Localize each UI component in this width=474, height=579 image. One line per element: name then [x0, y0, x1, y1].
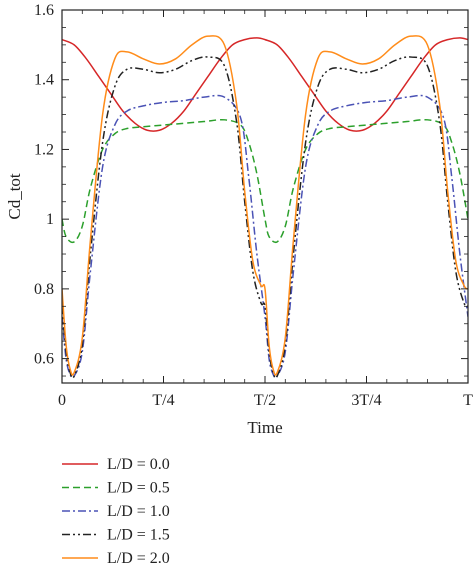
- x-tick-label: 0: [58, 392, 66, 409]
- x-tick-label: T: [463, 392, 473, 409]
- plot-frame: [61, 9, 469, 384]
- x-axis-title: Time: [247, 418, 282, 437]
- y-tick-label: 1.2: [34, 141, 54, 158]
- y-tick-label: 1: [46, 211, 54, 228]
- x-axis: 0 T/4 T/2 3T/4 T: [58, 10, 473, 409]
- x-tick-label: T/2: [254, 392, 276, 409]
- series-line-1: [62, 118, 468, 244]
- legend-label: L/D = 1.0: [107, 503, 170, 520]
- y-tick-label: 1.4: [34, 72, 54, 89]
- legend-label: L/D = 2.0: [107, 550, 170, 567]
- series-line-4: [62, 35, 468, 376]
- legend-label: L/D = 0.0: [107, 456, 170, 473]
- series-line-0: [62, 37, 468, 132]
- x-tick-label: 3T/4: [351, 392, 381, 409]
- legend: L/D = 0.0 L/D = 0.5 L/D = 1.0 L/D = 1.5 L/D …: [62, 456, 170, 567]
- series-line-3: [62, 56, 468, 379]
- y-axis: 0.6 0.8 1 1.2 1.4 1.6: [34, 2, 468, 377]
- y-axis-title: Cd_tot: [5, 173, 24, 220]
- y-tick-label: 0.6: [34, 351, 54, 368]
- y-tick-label: 1.6: [34, 2, 54, 19]
- legend-label: L/D = 1.5: [107, 527, 170, 544]
- series-line-2: [62, 94, 468, 379]
- legend-label: L/D = 0.5: [107, 480, 170, 497]
- y-tick-label: 0.8: [34, 281, 54, 298]
- x-tick-label: T/4: [152, 392, 174, 409]
- series-layer: [62, 35, 468, 379]
